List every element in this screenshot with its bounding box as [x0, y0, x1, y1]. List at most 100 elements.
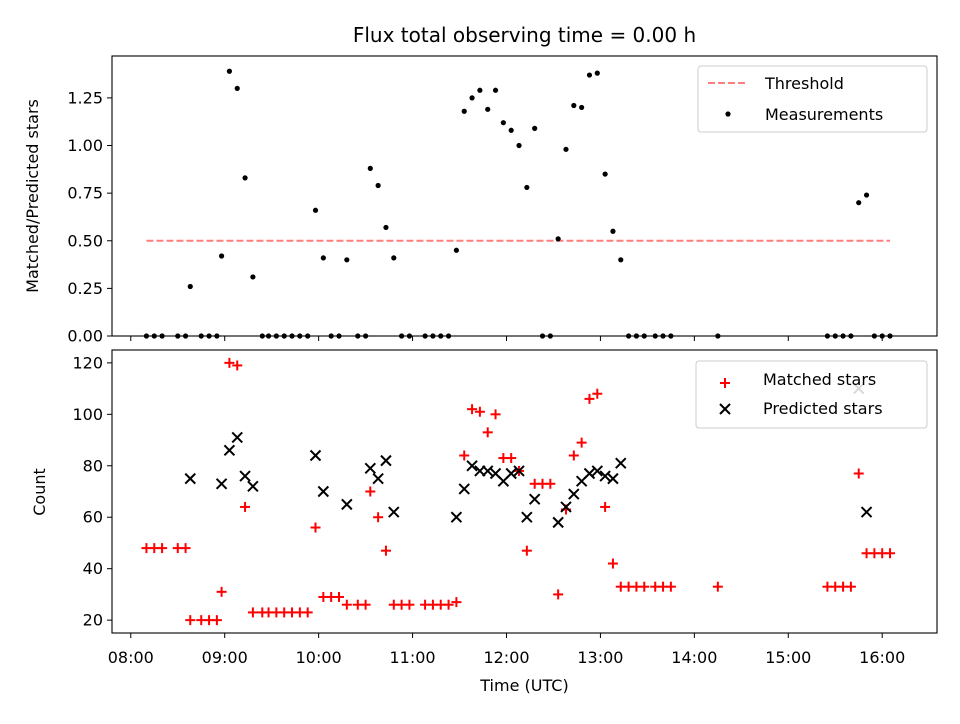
measurement-point [618, 257, 624, 263]
predicted-star-point [591, 465, 604, 477]
matched-star-point [360, 599, 371, 610]
legend-measurements-swatch [725, 111, 731, 117]
matched-star-point [482, 427, 493, 438]
bottom-x-tick-label: 16:00 [859, 648, 905, 667]
bottom-y-tick-label: 100 [72, 405, 103, 424]
top-legend: Threshold Measurements [697, 65, 928, 133]
measurement-point [508, 127, 514, 133]
bottom-y-tick-label: 80 [83, 456, 103, 475]
matched-star-point [545, 478, 556, 489]
top-plot-area [143, 68, 893, 339]
predicted-star-point [583, 467, 596, 480]
predicted-star-diag-b [388, 506, 400, 518]
bottom-x-tick-label: 11:00 [390, 648, 436, 667]
measurement-point [571, 102, 577, 109]
bottom-y-tick-label: 60 [83, 508, 103, 527]
matched-star-point [459, 450, 470, 461]
matched-star-point [506, 453, 517, 464]
measurement-point [500, 120, 506, 126]
legend-predicted-label: Predicted stars [763, 399, 883, 418]
bottom-x-tick-label: 13:00 [577, 648, 623, 667]
matched-star-point [639, 581, 650, 592]
bottom-x-tick-label: 15:00 [765, 648, 811, 667]
matched-star-point [211, 615, 222, 626]
predicted-star-point [560, 501, 572, 513]
predicted-star-point [513, 465, 525, 477]
matched-star-point [302, 607, 313, 618]
predicted-star-diag-b [513, 465, 525, 477]
predicted-star-point [231, 431, 243, 444]
measurement-point [320, 255, 326, 261]
matched-star-point [845, 581, 856, 592]
predicted-star-point [466, 460, 478, 472]
measurement-point [524, 184, 530, 191]
measurement-point [863, 192, 870, 198]
predicted-star-diag-b [247, 480, 259, 493]
measurement-point [367, 165, 373, 171]
measurement-point [563, 146, 569, 152]
measurement-point [485, 106, 491, 112]
top-chart-title: Flux total observing time = 0.00 h [353, 23, 696, 47]
matched-star-point [185, 615, 196, 626]
top-y-tick-label: 1.25 [67, 88, 103, 107]
matched-star-point [365, 486, 376, 497]
predicted-star-point [458, 483, 470, 495]
top-y-axis-label: Matched/Predicted stars [23, 99, 42, 293]
bottom-x-axis-label: Time (UTC) [479, 676, 568, 695]
matched-star-point [404, 599, 415, 610]
predicted-star-point [372, 472, 384, 485]
bottom-x-tick-label: 12:00 [483, 648, 529, 667]
matched-star-point [451, 597, 462, 608]
predicted-star-point [317, 485, 330, 498]
predicted-star-diag-b [607, 472, 619, 485]
matched-star-point [467, 404, 478, 415]
legend-predicted-swatch [719, 403, 731, 415]
measurement-point [453, 247, 460, 253]
matched-star-point [553, 589, 564, 600]
measurement-point [187, 283, 193, 290]
matched-star-point [576, 437, 587, 448]
measurement-point [344, 257, 350, 263]
matched-star-point [443, 599, 454, 610]
matched-star-point [216, 586, 227, 597]
predicted-star-diag-b [528, 493, 541, 505]
matched-star-point [665, 581, 676, 592]
predicted-star-point [215, 478, 228, 490]
bottom-axis-ticks: 20 40 60 80 100 120 08:00 09:00 10:00 11:00 12:00 1… [72, 353, 905, 667]
measurement-point [242, 175, 248, 181]
predicted-star-diag-b [552, 516, 564, 529]
matched-star-point [180, 543, 191, 554]
top-y-tick-label: 0.25 [67, 279, 103, 298]
predicted-star-diag-b [615, 457, 627, 469]
matched-star-point [521, 545, 532, 556]
top-y-tick-label: 0.50 [67, 231, 103, 250]
top-axes-frame [111, 55, 938, 337]
matched-star-point [240, 501, 251, 512]
predicted-star-diag-b [860, 506, 873, 518]
matched-star-point [310, 522, 321, 533]
predicted-star-point [482, 465, 494, 477]
matched-star-point [247, 607, 258, 618]
predicted-star-point [568, 488, 580, 500]
bottom-x-tick-label: 10:00 [296, 648, 342, 667]
predicted-star-diag-b [583, 467, 596, 480]
measurement-point [250, 274, 256, 280]
matched-star-point [600, 501, 611, 512]
bottom-y-tick-label: 120 [72, 353, 103, 372]
measurement-point [555, 236, 561, 242]
measurement-point [579, 104, 585, 111]
measurement-point [312, 207, 319, 213]
predicted-star-point [388, 506, 400, 518]
matched-star-point [232, 360, 243, 371]
bottom-x-tick-label: 09:00 [202, 648, 248, 667]
measurement-point [516, 142, 522, 149]
predicted-star-point [521, 511, 533, 523]
bottom-plot-area [141, 357, 896, 626]
top-axis-ticks: 0.00 0.25 0.50 0.75 1.00 1.25 [67, 88, 883, 346]
measurement-point [469, 95, 475, 101]
matched-star-point [592, 388, 603, 399]
predicted-star-diag-b [482, 465, 494, 477]
predicted-star-point [223, 444, 236, 457]
predicted-star-diag-b [184, 472, 196, 485]
